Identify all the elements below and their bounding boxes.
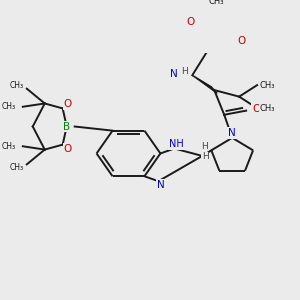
Text: O: O bbox=[186, 17, 194, 27]
Text: NH: NH bbox=[169, 140, 184, 149]
Text: CH₃: CH₃ bbox=[2, 142, 16, 151]
Text: CH₃: CH₃ bbox=[259, 81, 275, 90]
Text: H: H bbox=[202, 152, 209, 161]
Text: O: O bbox=[64, 144, 72, 154]
Text: O: O bbox=[64, 99, 72, 109]
Text: N: N bbox=[170, 69, 178, 79]
Text: H: H bbox=[201, 142, 208, 151]
Text: N: N bbox=[157, 180, 164, 190]
Text: CH₃: CH₃ bbox=[259, 104, 275, 113]
Text: CH₃: CH₃ bbox=[2, 102, 16, 111]
Text: CH₃: CH₃ bbox=[208, 0, 224, 6]
Text: H: H bbox=[181, 68, 188, 76]
Text: N: N bbox=[228, 128, 236, 138]
Text: O: O bbox=[237, 36, 245, 46]
Text: CH₃: CH₃ bbox=[10, 81, 24, 90]
Text: CH₃: CH₃ bbox=[10, 163, 24, 172]
Text: B: B bbox=[63, 122, 70, 131]
Polygon shape bbox=[192, 75, 217, 93]
Text: O: O bbox=[252, 104, 260, 114]
